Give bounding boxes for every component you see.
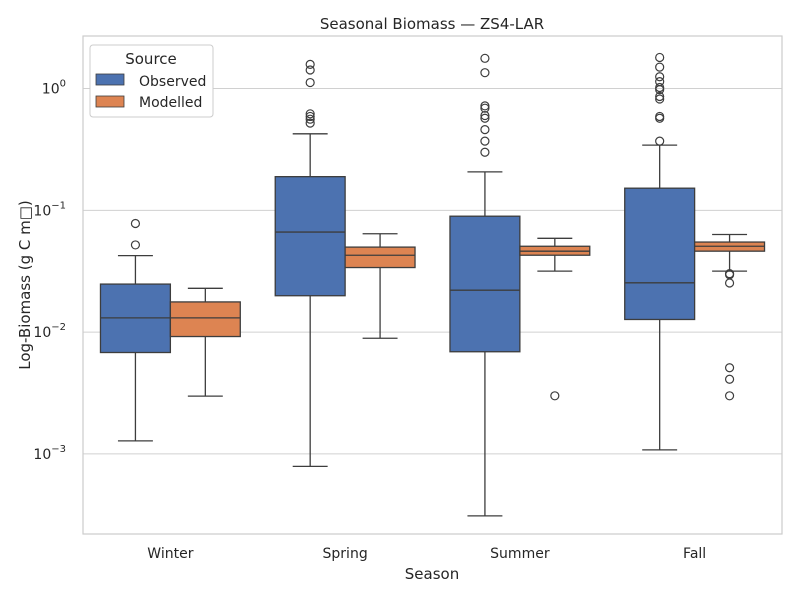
box-iqr bbox=[274, 176, 346, 297]
box-observed-spring bbox=[274, 59, 346, 468]
box-modelled-winter bbox=[169, 287, 241, 397]
outlier-point bbox=[655, 136, 665, 146]
chart-title: Seasonal Biomass — ZS4-LAR bbox=[320, 15, 544, 33]
box-observed-winter bbox=[99, 218, 172, 442]
y-tick-base: 10 bbox=[42, 82, 60, 98]
outlier-point bbox=[130, 218, 141, 229]
outlier-point bbox=[305, 77, 315, 88]
y-tick-exponent: −2 bbox=[51, 322, 66, 333]
outlier-point bbox=[305, 109, 315, 119]
outlier-point bbox=[130, 240, 141, 250]
y-tick-base: 10 bbox=[33, 203, 51, 219]
outlier-point bbox=[305, 118, 315, 128]
y-tick-label: 10−2 bbox=[33, 322, 66, 341]
y-tick-exponent: 0 bbox=[60, 79, 66, 90]
box-observed-summer bbox=[449, 53, 521, 517]
box-iqr bbox=[169, 301, 241, 338]
outlier-point bbox=[480, 110, 490, 121]
outlier-point bbox=[655, 77, 665, 87]
outlier-point bbox=[305, 59, 315, 69]
outlier-point bbox=[655, 111, 665, 122]
outlier-point bbox=[655, 72, 665, 82]
x-tick-label: Fall bbox=[683, 546, 706, 562]
box-modelled-spring bbox=[344, 233, 416, 339]
outlier-point bbox=[550, 391, 560, 401]
box-observed-fall bbox=[624, 52, 696, 451]
y-axis-label: Log-Biomass (g C m□) bbox=[16, 200, 34, 370]
outlier-point bbox=[480, 101, 490, 111]
outlier-point bbox=[655, 62, 665, 72]
y-tick-exponent: −3 bbox=[51, 444, 66, 455]
outlier-point bbox=[305, 65, 315, 75]
x-axis-label: Season bbox=[405, 565, 459, 583]
outlier-point bbox=[655, 52, 665, 63]
box-layer bbox=[99, 52, 766, 517]
outlier-point bbox=[724, 374, 735, 384]
legend-title: Source bbox=[125, 50, 177, 68]
outlier-point bbox=[655, 91, 665, 102]
box-iqr bbox=[344, 246, 416, 269]
legend-swatch-observed bbox=[95, 73, 125, 86]
outlier-point bbox=[480, 136, 490, 146]
legend-label-modelled: Modelled bbox=[139, 95, 202, 111]
y-tick-base: 10 bbox=[33, 325, 51, 341]
outlier-point bbox=[480, 68, 490, 78]
legend: Source Observed Modelled bbox=[89, 44, 214, 118]
outlier-point bbox=[480, 125, 490, 135]
y-tick-exponent: −1 bbox=[51, 200, 66, 211]
outlier-point bbox=[305, 111, 315, 122]
outlier-point bbox=[305, 114, 315, 124]
legend-label-observed: Observed bbox=[139, 74, 206, 90]
outlier-point bbox=[480, 53, 490, 63]
legend-swatch-modelled bbox=[95, 95, 125, 108]
box-modelled-summer bbox=[519, 237, 591, 401]
outlier-point bbox=[480, 113, 490, 123]
y-tick-label: 10−3 bbox=[33, 444, 66, 463]
outlier-point bbox=[655, 82, 665, 93]
outlier-point bbox=[724, 363, 735, 373]
y-tick-label: 100 bbox=[42, 79, 66, 98]
outlier-point bbox=[724, 391, 735, 401]
x-tick-label: Spring bbox=[323, 546, 368, 562]
x-tick-label: Winter bbox=[147, 546, 193, 562]
outlier-point bbox=[724, 269, 735, 279]
x-axis: Winter Spring Summer Fall bbox=[147, 546, 706, 562]
x-tick-label: Summer bbox=[490, 546, 550, 562]
outlier-point bbox=[480, 147, 490, 157]
box-iqr bbox=[449, 215, 521, 353]
y-tick-label: 10−1 bbox=[33, 200, 66, 219]
outlier-point bbox=[655, 94, 665, 104]
plot-frame bbox=[82, 35, 783, 535]
box-modelled-fall bbox=[693, 233, 766, 401]
box-iqr bbox=[624, 187, 696, 321]
y-tick-base: 10 bbox=[33, 447, 51, 463]
